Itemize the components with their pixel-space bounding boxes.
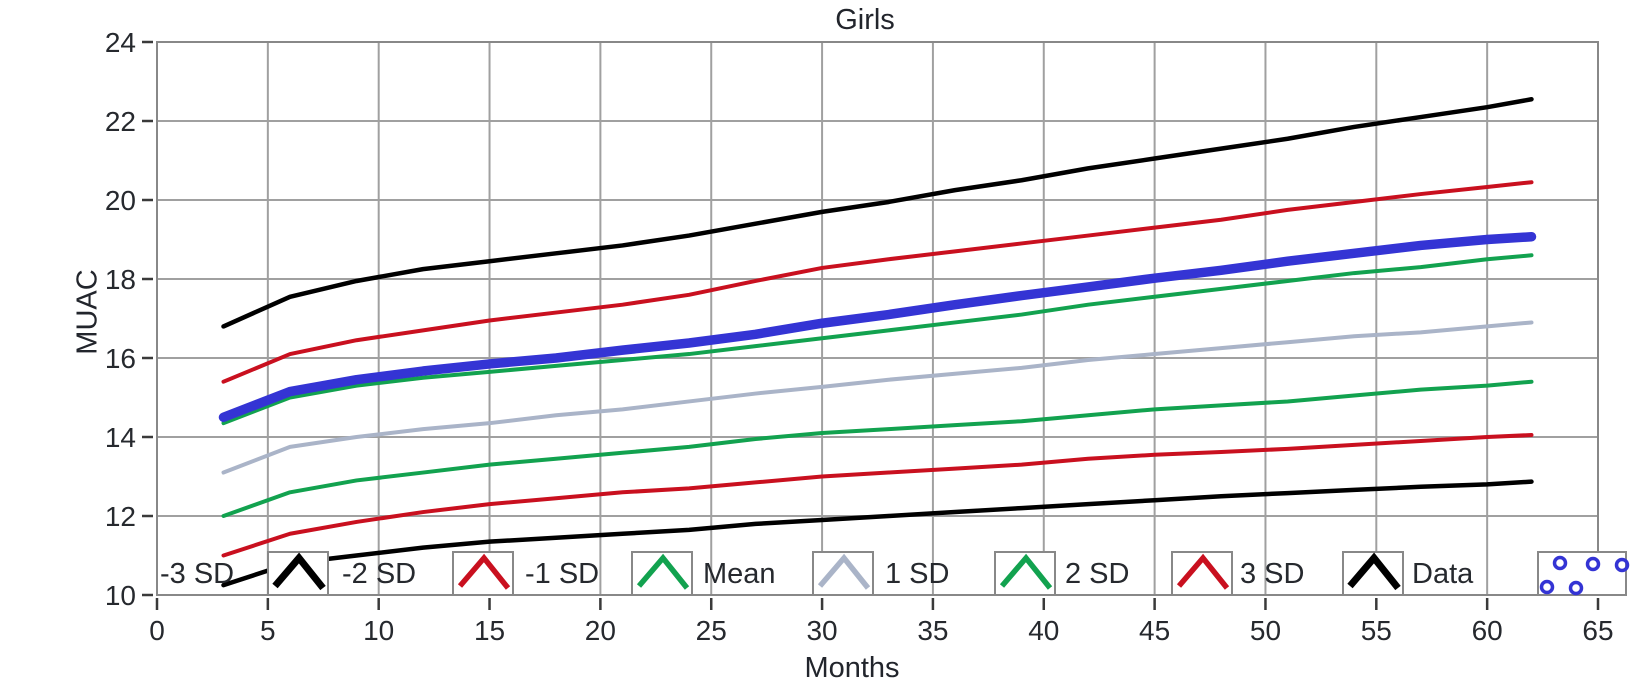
y-tick-label: 18 bbox=[105, 264, 136, 295]
legend-line-sample-icon bbox=[457, 553, 511, 590]
legend-label[interactable]: -1 SD bbox=[525, 558, 599, 590]
legend-item--3-sd[interactable]: -3 SD bbox=[160, 551, 329, 596]
legend-line-sample-icon bbox=[1347, 552, 1401, 591]
series-line--1-sd bbox=[221, 379, 1534, 518]
x-tick-label: 50 bbox=[1250, 615, 1281, 646]
legend-item--2-sd[interactable]: -2 SD bbox=[342, 551, 514, 596]
y-tick-label: 10 bbox=[105, 580, 136, 611]
x-tick-label: 60 bbox=[1472, 615, 1503, 646]
y-tick-label: 16 bbox=[105, 343, 136, 374]
y-tick-label: 14 bbox=[105, 422, 136, 453]
x-tick-label: 30 bbox=[806, 615, 837, 646]
legend-item--1-sd[interactable]: -1 SD bbox=[525, 551, 693, 596]
legend-item-data[interactable]: Data bbox=[1412, 551, 1630, 596]
x-tick-label: 20 bbox=[585, 615, 616, 646]
series-line-3-sd bbox=[221, 97, 1534, 329]
legend-line-sample-icon bbox=[817, 553, 871, 590]
x-tick-label: 65 bbox=[1582, 615, 1613, 646]
legend-item-1-sd[interactable]: 1 SD bbox=[885, 551, 1056, 596]
x-tick-label: 55 bbox=[1361, 615, 1392, 646]
y-tick-label: 20 bbox=[105, 185, 136, 216]
x-tick-label: 25 bbox=[696, 615, 727, 646]
legend-scatter-sample-icon bbox=[1552, 555, 1568, 571]
x-tick-label: 45 bbox=[1139, 615, 1170, 646]
y-tick-label: 22 bbox=[105, 106, 136, 137]
legend-scatter-sample-icon bbox=[1585, 556, 1601, 572]
series-line--3-sd bbox=[221, 479, 1534, 588]
y-tick-label: 12 bbox=[105, 501, 136, 532]
x-tick-label: 0 bbox=[149, 615, 165, 646]
legend-label[interactable]: Mean bbox=[703, 558, 776, 590]
legend-line-sample-icon bbox=[636, 553, 690, 590]
x-axis-label: Months bbox=[804, 652, 900, 684]
x-tick-label: 35 bbox=[917, 615, 948, 646]
legend-scatter-sample-icon bbox=[1539, 579, 1555, 595]
legend-item-3-sd[interactable]: 3 SD bbox=[1240, 551, 1404, 596]
legend-line-sample-icon bbox=[1176, 553, 1230, 590]
chart-title: Girls bbox=[835, 4, 895, 36]
series-line-2-sd bbox=[221, 180, 1534, 384]
legend-label[interactable]: -3 SD bbox=[160, 558, 234, 590]
plot-border bbox=[156, 41, 1599, 596]
legend-label[interactable]: -2 SD bbox=[342, 558, 416, 590]
legend-label[interactable]: 1 SD bbox=[885, 558, 949, 590]
series-line-mean bbox=[221, 320, 1534, 475]
legend-label[interactable]: 3 SD bbox=[1240, 558, 1304, 590]
legend-scatter-sample-icon bbox=[1568, 580, 1584, 596]
series-line-data bbox=[218, 231, 1537, 422]
series-line--2-sd bbox=[221, 433, 1534, 558]
legend-item-mean[interactable]: Mean bbox=[703, 551, 874, 596]
legend-label[interactable]: Data bbox=[1412, 558, 1474, 590]
y-tick-label: 24 bbox=[105, 27, 136, 58]
x-tick-label: 40 bbox=[1028, 615, 1059, 646]
x-tick-label: 5 bbox=[260, 615, 276, 646]
legend-line-sample-icon bbox=[272, 552, 326, 591]
legend-item-2-sd[interactable]: 2 SD bbox=[1065, 551, 1233, 596]
legend-line-sample-icon bbox=[999, 553, 1053, 590]
series-line-1-sd bbox=[221, 253, 1534, 426]
legend-label[interactable]: 2 SD bbox=[1065, 558, 1129, 590]
y-axis-label: MUAC bbox=[71, 269, 104, 355]
x-tick-label: 10 bbox=[363, 615, 394, 646]
legend-scatter-sample-icon bbox=[1614, 557, 1630, 573]
x-tick-label: 15 bbox=[474, 615, 505, 646]
